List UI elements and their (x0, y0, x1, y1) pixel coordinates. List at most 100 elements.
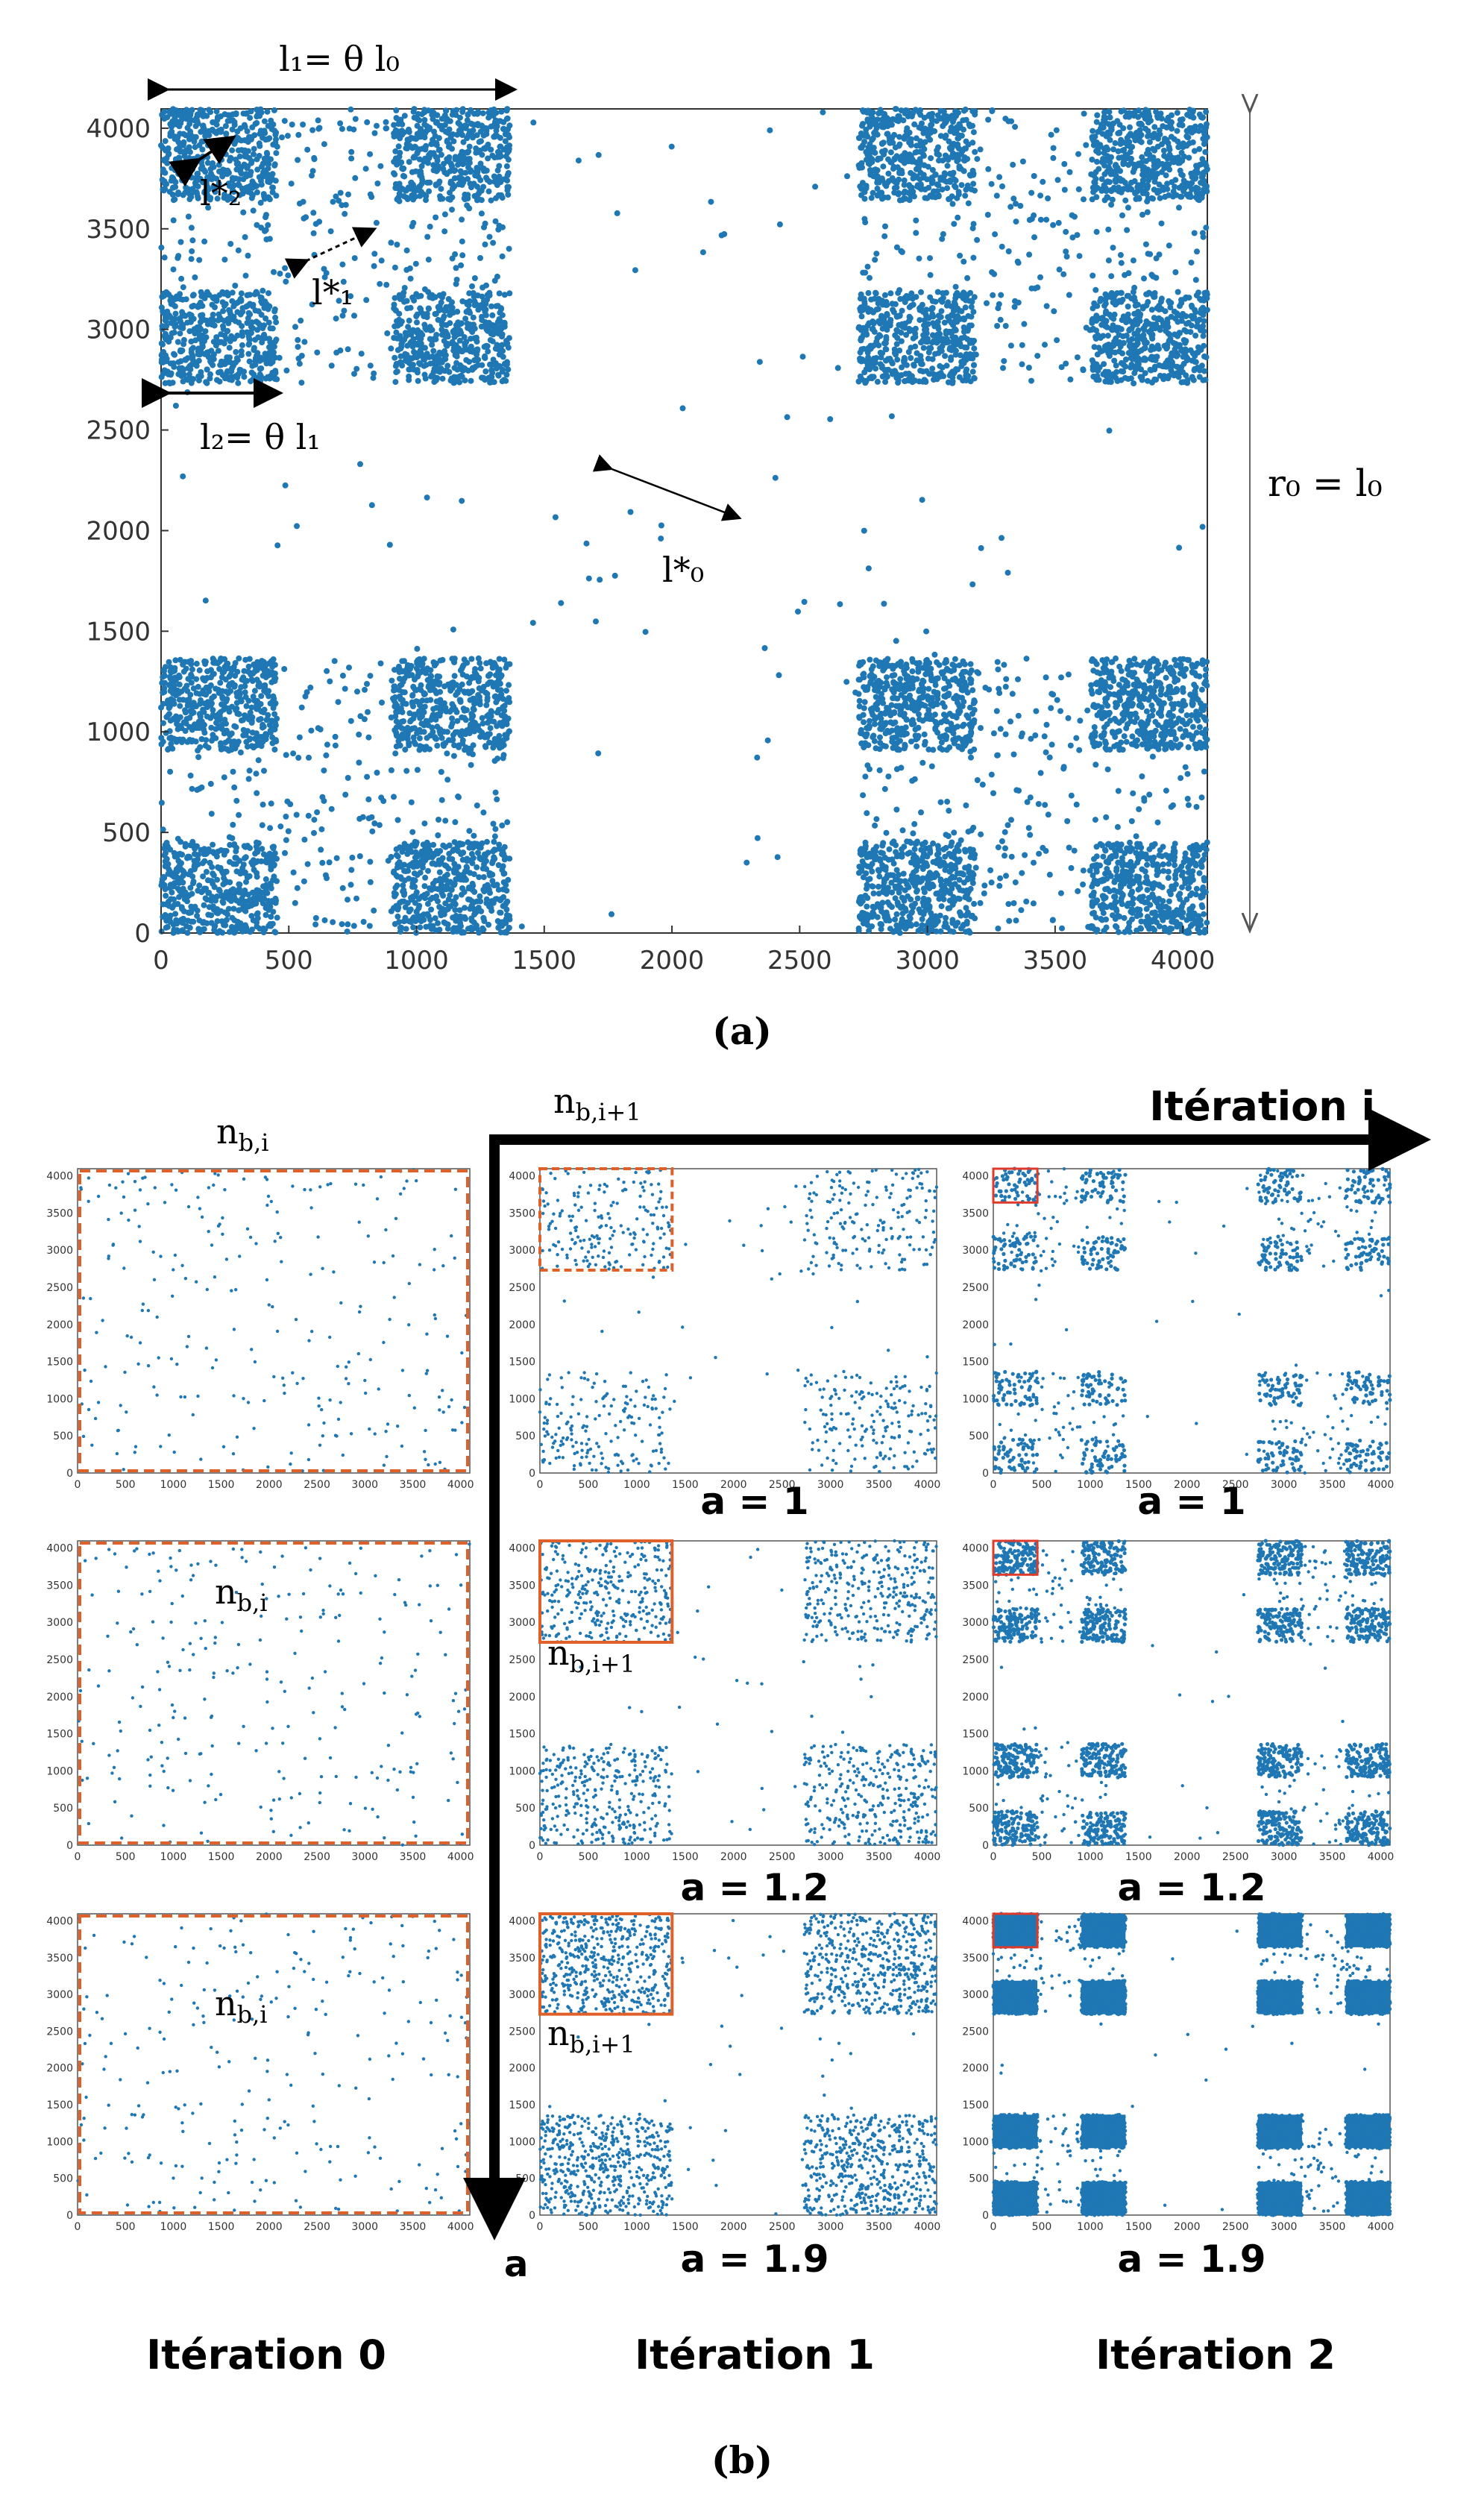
scatter-point (210, 842, 216, 848)
scatter-point (398, 706, 404, 712)
scatter-point (584, 541, 590, 547)
scatter-point (776, 672, 782, 678)
scatter-point (440, 855, 446, 861)
scatter-point (251, 207, 257, 213)
scatter-point (1176, 544, 1182, 550)
scatter-point (177, 330, 183, 336)
scatter-point (223, 676, 229, 682)
scatter-point (160, 371, 166, 377)
scatter-point (452, 819, 458, 825)
scatter-point (158, 705, 164, 711)
scatter-point (203, 328, 209, 334)
scatter-point (440, 893, 446, 899)
scatter-point (267, 825, 273, 831)
scatter-point (453, 870, 459, 876)
scatter-point (491, 821, 497, 827)
scatter-point (175, 858, 181, 864)
scatter-point (329, 362, 335, 368)
scatter-point (183, 296, 189, 302)
scatter-point (658, 536, 664, 541)
scatter-point (195, 856, 201, 862)
scatter-point (427, 224, 433, 230)
scatter-point (427, 687, 433, 693)
scatter-point (506, 246, 512, 252)
scatter-point (392, 265, 398, 271)
scatter-point (167, 380, 173, 386)
scatter-point (455, 729, 461, 735)
scatter-point (388, 345, 394, 351)
scatter-point (259, 295, 265, 301)
scatter-point (180, 312, 186, 318)
scatter-point (239, 865, 245, 871)
scatter-point (164, 840, 170, 846)
scatter-point (500, 224, 506, 230)
scatter-point (160, 876, 166, 882)
scatter-point (414, 665, 420, 671)
scatter-point (229, 377, 235, 383)
scatter-point (504, 732, 510, 738)
scatter-point (262, 351, 268, 357)
scatter-point (207, 109, 213, 115)
scatter-point (596, 152, 602, 158)
scatter-point (183, 890, 189, 896)
scatter-point (233, 746, 239, 752)
scatter-point (247, 737, 253, 743)
scatter-point (442, 740, 448, 746)
scatter-point (271, 308, 277, 314)
scatter-point (345, 929, 350, 935)
scatter-point (222, 375, 228, 381)
scatter-point (163, 850, 169, 856)
scatter-point (342, 686, 348, 692)
figure-canvas: 0 500 1000 1500 2000 2500 3000 3500 4000 0500100… (0, 0, 1484, 2500)
scatter-point (530, 119, 536, 125)
scatter-point (407, 718, 413, 724)
scatter-point (407, 666, 413, 672)
scatter-point (491, 856, 497, 862)
scatter-point (308, 728, 314, 734)
scatter-point (166, 861, 172, 867)
scatter-point (500, 696, 506, 702)
scatter-point (172, 196, 177, 202)
scatter-point (428, 717, 434, 723)
scatter-point (245, 351, 251, 357)
scatter-point (274, 542, 280, 548)
scatter-point (188, 708, 194, 714)
scatter-point (351, 312, 357, 318)
scatter-point (178, 358, 184, 364)
scatter-point (254, 841, 260, 847)
scatter-point (229, 915, 235, 921)
scatter-point (447, 688, 453, 694)
scatter-point (469, 851, 475, 857)
scatter-point (214, 877, 220, 883)
scatter-point (168, 741, 174, 747)
scatter-point (272, 678, 278, 684)
scatter-point (239, 329, 245, 335)
scatter-point (802, 599, 808, 605)
scatter-point (488, 709, 494, 715)
scatter-point (628, 509, 634, 515)
scatter-point (456, 841, 462, 847)
scatter-point (249, 718, 255, 724)
scatter-point (368, 673, 374, 679)
scatter-point (272, 929, 278, 935)
scatter-point (472, 275, 478, 281)
scatter-point (265, 290, 271, 296)
scatter-point (172, 701, 177, 707)
scatter-point (166, 915, 172, 921)
scatter-point (444, 750, 450, 756)
scatter-point (218, 331, 224, 337)
scatter-point (319, 860, 325, 866)
scatter-point (271, 712, 277, 717)
scatter-point (476, 697, 482, 703)
scatter-point (471, 833, 477, 839)
scatter-point (188, 658, 194, 664)
scatter-point (497, 681, 503, 687)
scatter-point (215, 918, 221, 924)
scatter-point (399, 849, 405, 855)
scatter-point (189, 679, 195, 685)
scatter-point (409, 223, 415, 229)
scatter-point (252, 337, 258, 343)
scatter-point (339, 921, 345, 927)
scatter-point (493, 219, 499, 224)
scatter-point (348, 882, 354, 888)
